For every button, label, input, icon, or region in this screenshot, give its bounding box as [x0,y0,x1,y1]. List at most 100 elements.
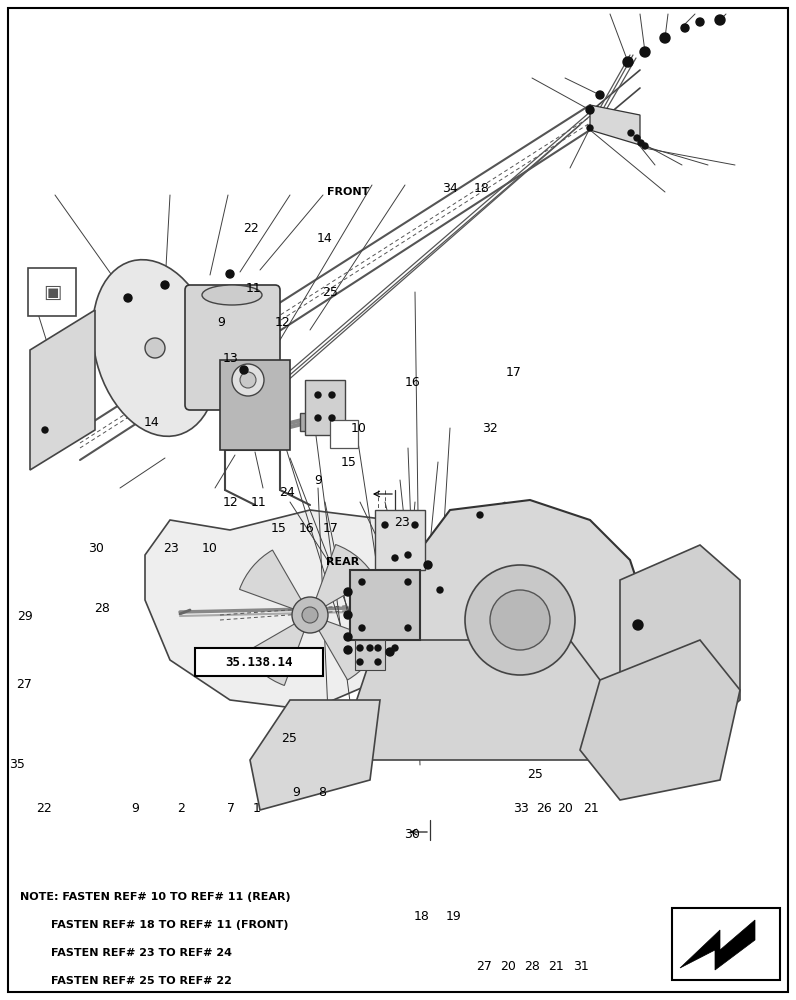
Circle shape [329,392,335,398]
Circle shape [642,143,648,149]
Circle shape [412,522,418,528]
Text: 7: 7 [227,802,235,814]
Circle shape [640,47,650,57]
Circle shape [392,555,398,561]
Text: 27: 27 [16,678,32,690]
Text: 9: 9 [292,786,300,798]
Circle shape [465,565,575,675]
Circle shape [477,512,483,518]
Text: 32: 32 [482,422,498,434]
Circle shape [292,597,328,633]
Text: 27: 27 [476,960,492,972]
Bar [672,908,780,980]
Text: 17: 17 [505,366,521,379]
Circle shape [660,33,670,43]
Circle shape [437,587,443,593]
Circle shape [357,645,363,651]
Polygon shape [30,310,95,470]
Circle shape [124,294,132,302]
Circle shape [634,135,640,141]
Bar [28,268,76,316]
Circle shape [232,364,264,396]
Text: 22: 22 [243,222,259,234]
Circle shape [638,140,644,146]
Text: 9: 9 [131,802,139,814]
Text: 35.138.14: 35.138.14 [225,656,293,668]
Ellipse shape [202,285,262,305]
Circle shape [587,125,593,131]
Bar [350,570,420,640]
Circle shape [392,645,398,651]
Text: 25: 25 [281,732,297,744]
Text: 21: 21 [548,960,564,972]
Text: 14: 14 [143,416,159,428]
Circle shape [359,625,365,631]
Wedge shape [310,615,380,680]
Polygon shape [590,105,640,145]
Circle shape [596,91,604,99]
Circle shape [375,659,381,665]
Text: 26: 26 [536,802,552,814]
Circle shape [375,645,381,651]
Ellipse shape [92,260,217,436]
Circle shape [405,625,411,631]
Text: 25: 25 [527,768,543,782]
Circle shape [344,611,352,619]
Circle shape [42,427,48,433]
Circle shape [424,561,432,569]
Text: 1: 1 [253,802,261,814]
Text: 23: 23 [163,542,179,554]
Text: 30: 30 [88,542,103,554]
Bar [375,510,425,570]
Circle shape [359,579,365,585]
Circle shape [633,620,643,630]
Bar [220,360,290,450]
Circle shape [405,579,411,585]
Bar [330,420,358,448]
Text: 18: 18 [414,910,430,922]
Text: NOTE: FASTEN REF# 10 TO REF# 11 (REAR): NOTE: FASTEN REF# 10 TO REF# 11 (REAR) [20,892,291,902]
Circle shape [145,338,165,358]
FancyBboxPatch shape [185,285,280,410]
Text: ▣: ▣ [43,282,61,302]
Bar [355,640,385,670]
Circle shape [344,646,352,654]
Bar [195,648,323,676]
Polygon shape [250,700,380,810]
Text: 24: 24 [279,486,295,498]
Text: 11: 11 [251,495,267,508]
Text: 16: 16 [298,522,314,534]
Circle shape [315,415,321,421]
Circle shape [367,645,373,651]
Text: 15: 15 [341,456,357,468]
Text: 20: 20 [500,960,516,972]
Wedge shape [310,545,375,615]
Text: 8: 8 [318,786,326,798]
Circle shape [329,415,335,421]
Text: 10: 10 [350,422,366,434]
Polygon shape [350,640,600,760]
Text: 22: 22 [36,802,52,814]
Text: 18: 18 [474,182,490,194]
Polygon shape [580,640,740,800]
Text: REAR: REAR [326,557,359,567]
Text: 12: 12 [223,495,239,508]
Text: 25: 25 [322,286,338,298]
Text: FASTEN REF# 23 TO REF# 24: FASTEN REF# 23 TO REF# 24 [20,948,232,958]
Text: 23: 23 [394,516,410,528]
Text: 31: 31 [573,960,589,972]
Circle shape [696,18,704,26]
Text: 9: 9 [217,316,225,328]
Circle shape [161,281,169,289]
Polygon shape [380,500,650,755]
Text: 15: 15 [271,522,287,534]
Text: 10: 10 [201,542,217,554]
Text: 19: 19 [446,910,462,922]
Circle shape [240,372,256,388]
Circle shape [315,392,321,398]
Circle shape [490,590,550,650]
Text: 12: 12 [275,316,291,328]
Text: 13: 13 [223,352,239,364]
Wedge shape [245,615,310,685]
Circle shape [226,270,234,278]
